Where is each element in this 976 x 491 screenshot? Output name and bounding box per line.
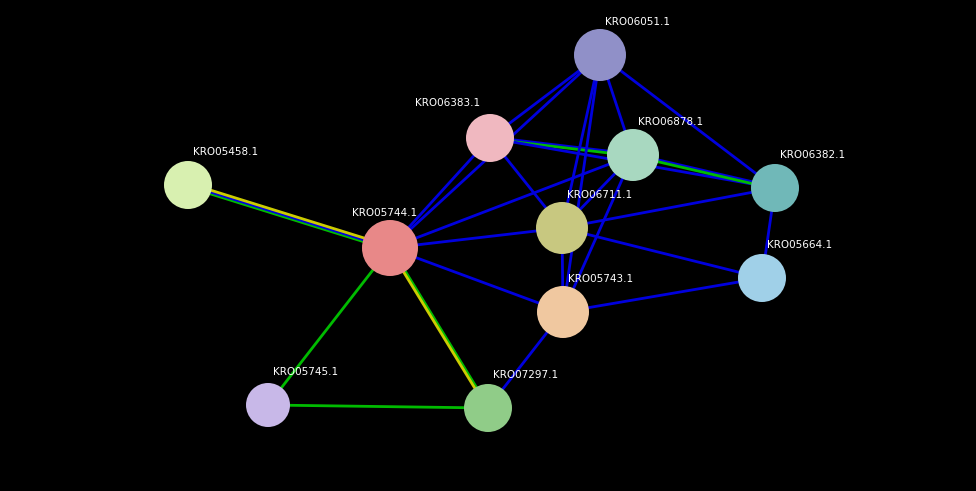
Text: KRO06382.1: KRO06382.1 [780, 150, 845, 160]
Circle shape [466, 114, 514, 162]
Circle shape [362, 220, 418, 276]
Circle shape [537, 286, 589, 338]
Text: KRO07297.1: KRO07297.1 [493, 370, 558, 380]
Text: KRO05664.1: KRO05664.1 [767, 240, 833, 250]
Circle shape [607, 129, 659, 181]
Text: KRO06711.1: KRO06711.1 [567, 190, 632, 200]
Text: KRO05458.1: KRO05458.1 [193, 147, 258, 157]
Circle shape [574, 29, 626, 81]
Circle shape [164, 161, 212, 209]
Circle shape [464, 384, 512, 432]
Circle shape [738, 254, 786, 302]
Text: KRO05745.1: KRO05745.1 [273, 367, 338, 377]
Circle shape [246, 383, 290, 427]
Text: KRO06051.1: KRO06051.1 [605, 17, 670, 27]
Circle shape [751, 164, 799, 212]
Text: KRO05744.1: KRO05744.1 [352, 208, 418, 218]
Text: KRO06878.1: KRO06878.1 [638, 117, 703, 127]
Circle shape [536, 202, 588, 254]
Text: KRO06383.1: KRO06383.1 [415, 98, 480, 108]
Text: KRO05743.1: KRO05743.1 [568, 274, 633, 284]
